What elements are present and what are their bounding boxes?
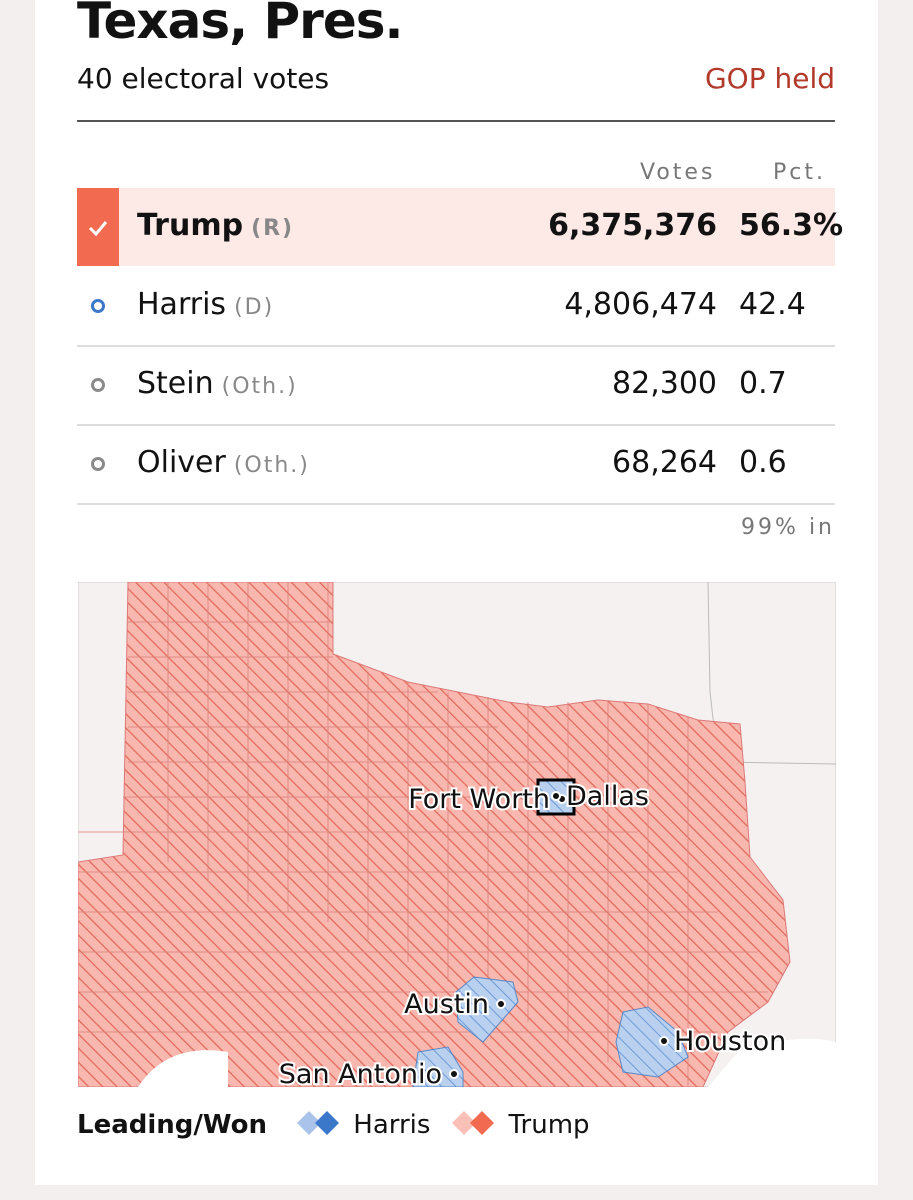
city-label: San Antonio xyxy=(279,1059,442,1087)
candidate-party: (R) xyxy=(251,216,295,241)
subtitle: 40 electoral votes xyxy=(77,62,330,95)
status: GOP held xyxy=(704,62,835,95)
legend-swatch xyxy=(452,1111,495,1135)
legend: Leading/Won Harris Trump xyxy=(77,1108,590,1140)
city-label: Dallas xyxy=(566,781,649,812)
results-card: Texas, Pres. 40 electoral votes GOP held… xyxy=(35,0,878,1185)
candidate-party: (D) xyxy=(234,295,275,320)
city-dot xyxy=(659,1036,669,1046)
candidate-row: Harris (D) 4,806,474 42.4 xyxy=(77,267,835,347)
reporting: 99% in xyxy=(741,515,835,540)
check-icon xyxy=(88,221,108,237)
legend-swatch xyxy=(297,1111,340,1135)
winner-check xyxy=(77,188,119,266)
candidate-name: Harris (D) xyxy=(137,287,274,322)
candidate-label: Trump xyxy=(137,208,244,243)
candidate-row: Trump (R) 6,375,376 56.3% xyxy=(77,188,843,266)
vote-count: 82,300 xyxy=(612,366,717,401)
legend-label: Trump xyxy=(508,1110,590,1140)
candidate-name: Oliver (Oth.) xyxy=(137,445,310,480)
vote-count: 4,806,474 xyxy=(564,287,717,322)
vote-count: 68,264 xyxy=(612,445,717,480)
city-labels: Fort Worth Dallas Austin Houston San Antonio xyxy=(277,779,788,1087)
candidate-party: (Oth.) xyxy=(221,374,298,399)
legend-item: Harris xyxy=(297,1110,430,1140)
candidate-label: Harris xyxy=(137,287,227,322)
city-dot xyxy=(551,791,561,801)
legend-item: Trump xyxy=(452,1110,590,1140)
candidate-dot xyxy=(91,299,105,313)
city-dot xyxy=(449,1069,459,1079)
candidate-dot xyxy=(91,378,105,392)
vote-pct: 42.4 xyxy=(739,287,806,322)
candidate-dot xyxy=(91,457,105,471)
divider xyxy=(77,120,835,122)
legend-items: Harris Trump xyxy=(275,1110,590,1140)
candidate-row: Oliver (Oth.) 68,264 0.6 xyxy=(77,425,835,505)
city-dot xyxy=(496,999,506,1009)
candidate-name: Stein (Oth.) xyxy=(137,366,298,401)
candidate-party: (Oth.) xyxy=(233,453,310,478)
vote-pct: 0.7 xyxy=(739,366,787,401)
candidate-label: Stein xyxy=(137,366,214,401)
county-map: Fort Worth Dallas Austin Houston San Antonio xyxy=(78,582,836,1087)
candidate-row: Stein (Oth.) 82,300 0.7 xyxy=(77,346,835,426)
legend-label: Harris xyxy=(353,1110,431,1140)
column-header: Pct. xyxy=(773,160,826,185)
legend-title: Leading/Won xyxy=(77,1110,268,1140)
vote-count: 6,375,376 xyxy=(548,208,717,243)
city-label: Austin xyxy=(404,989,489,1020)
candidate-name: Trump (R) xyxy=(137,208,294,243)
city-label: Houston xyxy=(674,1026,786,1057)
vote-pct: 0.6 xyxy=(739,445,787,480)
candidate-label: Oliver xyxy=(137,445,226,480)
city-label: Fort Worth xyxy=(408,784,550,815)
title: Texas, Pres. xyxy=(77,0,403,50)
vote-pct: 56.3% xyxy=(739,208,844,243)
column-header: Votes xyxy=(640,160,716,185)
